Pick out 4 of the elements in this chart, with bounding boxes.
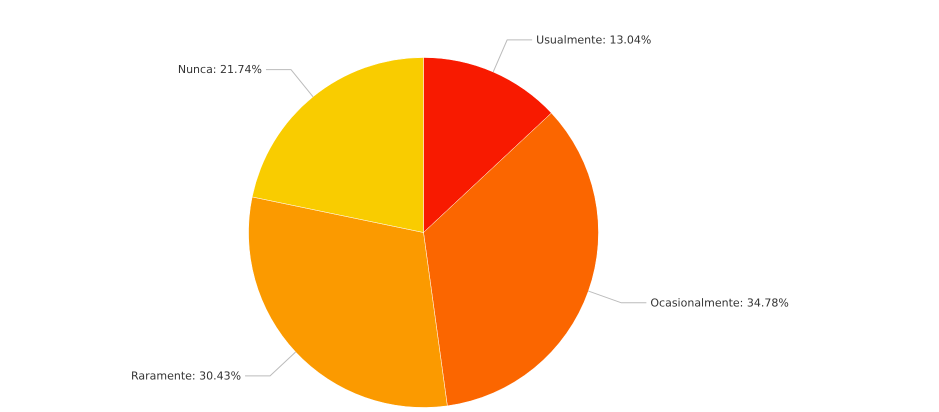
slice-label: Usualmente: 13.04% xyxy=(536,33,652,46)
slice-label: Raramente: 30.43% xyxy=(130,369,242,382)
slice-label: Nunca: 21.74% xyxy=(178,63,262,76)
slice-label: Ocasionalmente: 34.78% xyxy=(650,296,789,310)
